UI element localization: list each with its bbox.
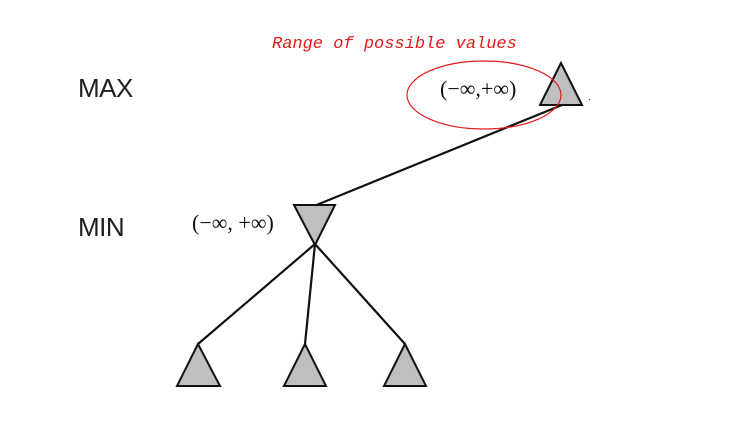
leaf-max-node-3 xyxy=(382,341,428,387)
edge-min-to-leaf-2 xyxy=(303,243,317,345)
edge-min-to-leaf-1 xyxy=(197,243,316,345)
leaf-max-node-2 xyxy=(282,341,328,387)
root-range-label: (−∞,+∞) xyxy=(440,76,516,101)
edge-root-to-min xyxy=(313,103,563,208)
min-node xyxy=(292,204,337,248)
min-level-label: MIN xyxy=(78,212,124,242)
max-level-label: MAX xyxy=(78,73,133,103)
min-range-label: (−∞, +∞) xyxy=(192,210,274,235)
annotation-text: Range of possible values xyxy=(272,35,517,54)
root-max-node xyxy=(538,60,584,106)
range-highlight-ellipse xyxy=(406,60,562,130)
root-node-marker: . xyxy=(588,92,591,103)
edge-min-to-leaf-3 xyxy=(314,243,406,345)
leaf-max-node-1 xyxy=(175,341,222,387)
